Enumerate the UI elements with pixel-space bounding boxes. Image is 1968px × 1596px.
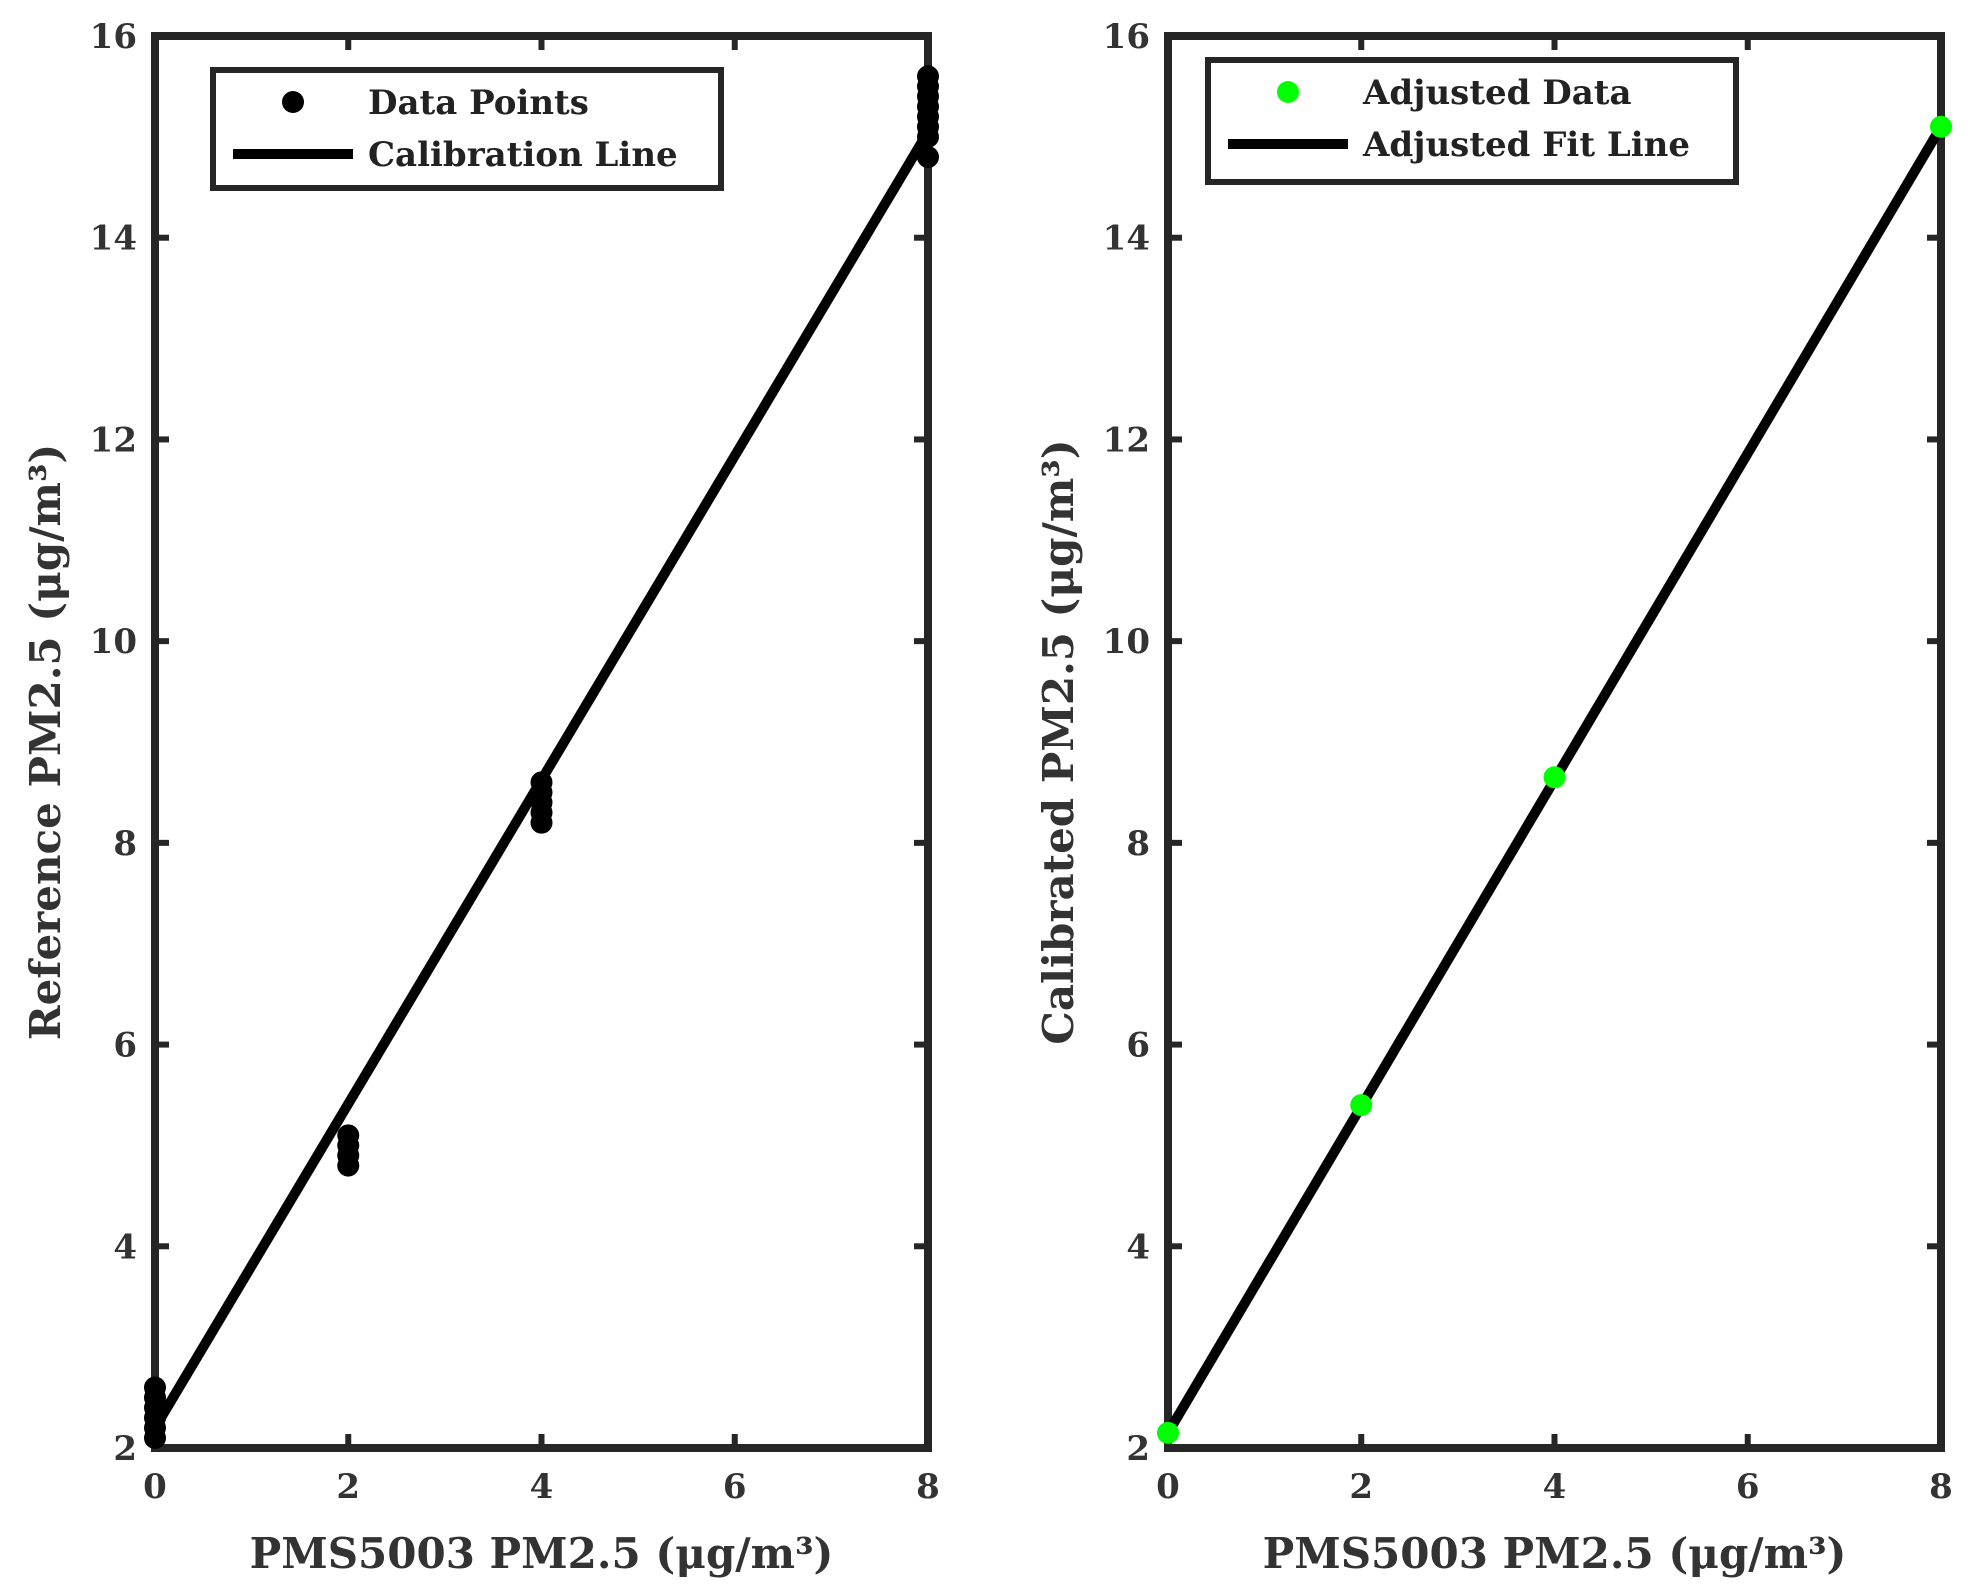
y-tick-label: 6 [113,1026,137,1066]
data-point [530,771,553,794]
legend-marker [1277,81,1299,103]
y-tick-label: 8 [113,824,137,864]
y-tick-label: 16 [90,17,137,57]
legend-marker [282,91,304,113]
x-tick-label: 8 [916,1467,940,1507]
y-tick-label: 4 [1126,1227,1150,1267]
x-axis-label: PMS5003 PM2.5 (μg/m³) [1263,1529,1847,1578]
y-tick-label: 2 [1126,1429,1150,1469]
data-point [337,1124,360,1147]
y-tick-label: 6 [1126,1026,1150,1066]
y-tick-label: 2 [113,1429,137,1469]
data-point [144,1376,166,1399]
x-tick-label: 2 [1349,1467,1373,1507]
legend-box [210,67,724,191]
legend-box [1205,57,1739,185]
x-tick-label: 0 [1156,1467,1180,1507]
y-tick-label: 12 [90,420,137,460]
data-point [917,65,939,88]
legend-entry: Calibration Line [368,135,678,175]
y-axis-label: Calibrated PM2.5 (μg/m³) [1034,439,1083,1044]
y-tick-label: 10 [90,622,137,662]
y-tick-label: 14 [90,219,137,259]
data-point [1543,766,1566,789]
y-tick-label: 14 [1103,219,1150,259]
y-tick-label: 10 [1103,622,1150,662]
y-axis-label: Reference PM2.5 (μg/m³) [21,444,70,1041]
legend-entry: Data Points [368,83,589,123]
x-tick-label: 6 [723,1467,747,1507]
y-tick-label: 4 [113,1227,137,1267]
x-tick-label: 6 [1736,1467,1760,1507]
y-tick-label: 12 [1103,420,1150,460]
legend-entry: Adjusted Fit Line [1362,125,1690,165]
legend-entry: Adjusted Data [1362,73,1632,113]
x-tick-label: 8 [1929,1467,1953,1507]
y-tick-label: 8 [1126,824,1150,864]
data-point [1930,115,1952,138]
x-tick-label: 2 [336,1467,360,1507]
y-tick-label: 16 [1103,17,1150,57]
x-tick-label: 0 [143,1467,167,1507]
x-axis-label: PMS5003 PM2.5 (μg/m³) [250,1529,834,1578]
data-point [917,146,939,169]
x-tick-label: 4 [1543,1467,1567,1507]
data-point [1157,1421,1179,1444]
x-tick-label: 4 [530,1467,554,1507]
data-point [1350,1094,1373,1117]
